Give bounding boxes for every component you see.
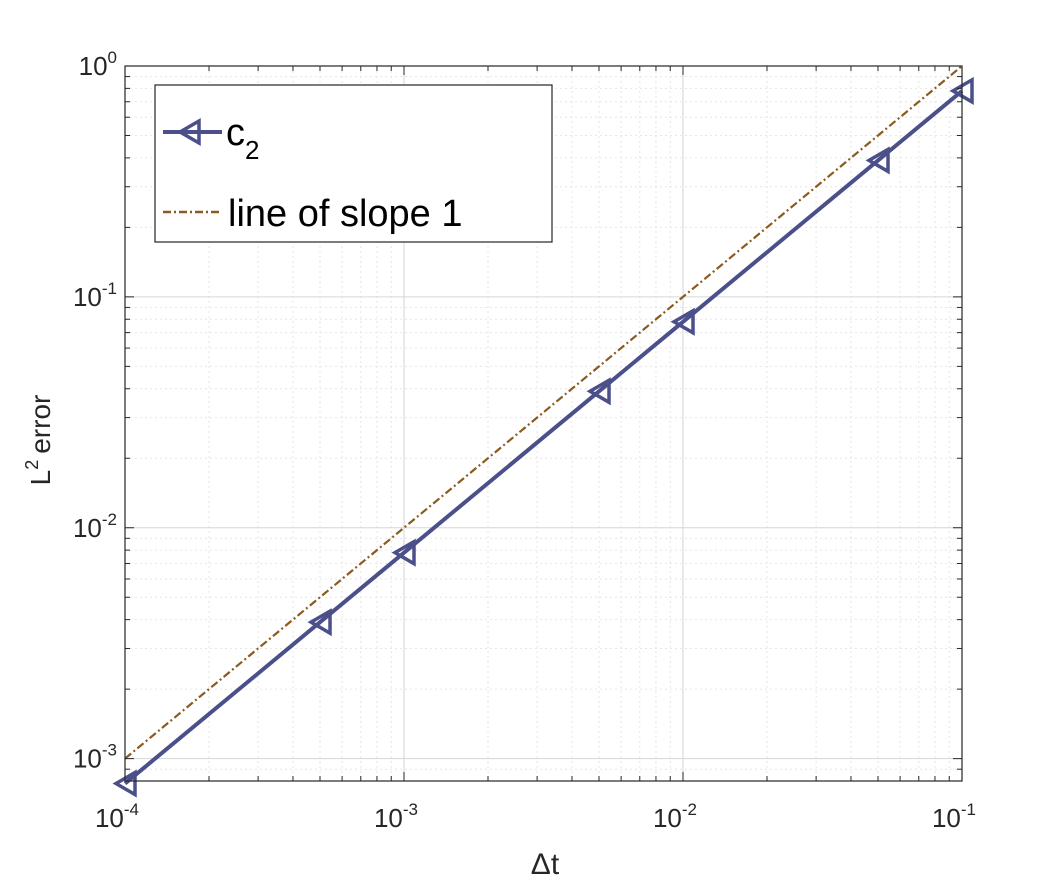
y-tick-label: 10-2 <box>73 510 117 543</box>
data-point-marker <box>391 538 416 567</box>
axes-box <box>124 65 963 782</box>
y-axis-title: L2 error <box>22 395 56 486</box>
y-tick-label-exp: 0 <box>108 48 117 67</box>
legend: c2 line of slope 1 <box>154 84 553 243</box>
x-tick-label: 10-1 <box>932 800 976 833</box>
y-tick-label-base: 10 <box>73 282 102 312</box>
y-tick-label-base: 10 <box>73 513 102 543</box>
y-tick-label-exp: -2 <box>102 510 117 529</box>
x-tick-label: 10-3 <box>374 800 418 833</box>
legend-label-c2-name: c <box>226 112 245 154</box>
y-tick-label-exp: -1 <box>102 279 117 298</box>
y-tick-label-exp: -3 <box>102 741 117 760</box>
y-axis-base: L <box>25 470 56 486</box>
series-line-line-of-slope-1 <box>124 65 963 760</box>
x-tick-label-base: 10 <box>95 803 124 833</box>
y-tick-label: 100 <box>79 48 117 81</box>
data-point-marker <box>307 608 332 637</box>
legend-label-c2-sub: 2 <box>245 135 259 165</box>
y-tick-label: 10-3 <box>73 741 117 774</box>
legend-label-slope: line of slope 1 <box>228 193 463 235</box>
x-tick-label-base: 10 <box>932 803 961 833</box>
legend-box <box>154 84 553 243</box>
y-tick-label-base: 10 <box>73 744 102 774</box>
y-tick-label-base: 10 <box>79 51 108 81</box>
x-tick-label-exp: -2 <box>682 800 697 819</box>
x-tick-label-exp: -3 <box>403 800 418 819</box>
y-axis-label: error <box>25 395 56 454</box>
x-axis-symbol: Δ <box>531 848 551 881</box>
data-point-marker <box>865 146 890 175</box>
y-axis-sup: 2 <box>22 460 42 470</box>
x-axis-label: t <box>551 848 560 881</box>
x-tick-label-base: 10 <box>653 803 682 833</box>
series-line-c2 <box>123 89 964 786</box>
y-axis-title-group: L2 error <box>22 395 56 486</box>
x-tick-label: 10-4 <box>95 800 139 833</box>
legend-marker-triangle-left-icon <box>176 117 201 147</box>
x-tick-label: 10-2 <box>653 800 697 833</box>
x-tick-label-base: 10 <box>374 803 403 833</box>
y-tick-label: 10-1 <box>73 279 117 312</box>
tick-marks <box>124 65 963 782</box>
data-point-marker <box>670 307 695 336</box>
x-tick-label-exp: -4 <box>124 800 139 819</box>
data-point-marker <box>586 377 611 406</box>
legend-label-c2: c2 <box>226 112 259 165</box>
x-tick-label-exp: -1 <box>961 800 976 819</box>
x-axis-title: Δt <box>531 848 560 881</box>
